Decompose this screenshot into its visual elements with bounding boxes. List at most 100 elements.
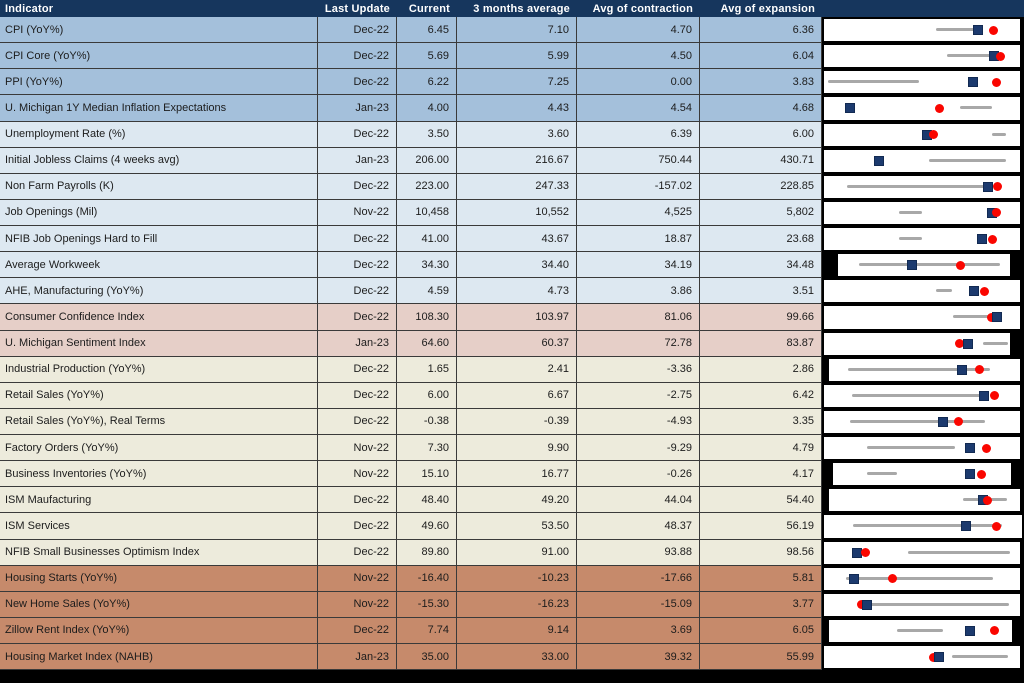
- cell-avg-contraction[interactable]: -3.36: [577, 356, 700, 383]
- cell-current[interactable]: 3.50: [397, 121, 457, 148]
- cell-current[interactable]: -16.40: [397, 565, 457, 592]
- cell-avg-expansion[interactable]: 6.00: [700, 121, 822, 148]
- cell-avg-contraction[interactable]: 4.54: [577, 95, 700, 122]
- cell-3m-average[interactable]: 91.00: [457, 539, 577, 566]
- cell-avg-expansion[interactable]: 228.85: [700, 173, 822, 200]
- cell-last-update[interactable]: Dec-22: [318, 69, 397, 96]
- cell-current[interactable]: 6.00: [397, 382, 457, 409]
- cell-last-update[interactable]: Dec-22: [318, 304, 397, 331]
- cell-3m-average[interactable]: 2.41: [457, 356, 577, 383]
- cell-indicator[interactable]: NFIB Job Openings Hard to Fill: [0, 226, 318, 253]
- cell-current[interactable]: 6.45: [397, 17, 457, 44]
- cell-avg-expansion[interactable]: 6.42: [700, 382, 822, 409]
- cell-avg-contraction[interactable]: 3.69: [577, 617, 700, 644]
- cell-3m-average[interactable]: 34.40: [457, 252, 577, 279]
- cell-indicator[interactable]: Housing Market Index (NAHB): [0, 644, 318, 671]
- cell-avg-expansion[interactable]: 6.05: [700, 617, 822, 644]
- cell-avg-contraction[interactable]: 48.37: [577, 513, 700, 540]
- cell-3m-average[interactable]: 9.14: [457, 617, 577, 644]
- cell-avg-contraction[interactable]: -9.29: [577, 435, 700, 462]
- cell-avg-expansion[interactable]: 54.40: [700, 487, 822, 514]
- cell-3m-average[interactable]: -10.23: [457, 565, 577, 592]
- cell-avg-contraction[interactable]: 4,525: [577, 199, 700, 226]
- cell-current[interactable]: 48.40: [397, 487, 457, 514]
- cell-last-update[interactable]: Dec-22: [318, 43, 397, 70]
- cell-avg-expansion[interactable]: 6.36: [700, 17, 822, 44]
- cell-3m-average[interactable]: 60.37: [457, 330, 577, 357]
- cell-avg-contraction[interactable]: 0.00: [577, 69, 700, 96]
- cell-current[interactable]: -0.38: [397, 408, 457, 435]
- cell-avg-contraction[interactable]: 81.06: [577, 304, 700, 331]
- cell-3m-average[interactable]: 10,552: [457, 199, 577, 226]
- cell-3m-average[interactable]: 53.50: [457, 513, 577, 540]
- cell-avg-contraction[interactable]: 39.32: [577, 644, 700, 671]
- header-avg-contraction[interactable]: Avg of contraction: [592, 2, 693, 15]
- cell-current[interactable]: 6.22: [397, 69, 457, 96]
- cell-avg-contraction[interactable]: -157.02: [577, 173, 700, 200]
- cell-current[interactable]: 223.00: [397, 173, 457, 200]
- cell-indicator[interactable]: Average Workweek: [0, 252, 318, 279]
- cell-3m-average[interactable]: 49.20: [457, 487, 577, 514]
- cell-last-update[interactable]: Jan-23: [318, 330, 397, 357]
- cell-3m-average[interactable]: 33.00: [457, 644, 577, 671]
- cell-avg-expansion[interactable]: 430.71: [700, 147, 822, 174]
- cell-last-update[interactable]: Jan-23: [318, 147, 397, 174]
- cell-avg-contraction[interactable]: -15.09: [577, 591, 700, 618]
- cell-avg-expansion[interactable]: 4.79: [700, 435, 822, 462]
- cell-avg-contraction[interactable]: -17.66: [577, 565, 700, 592]
- cell-3m-average[interactable]: 216.67: [457, 147, 577, 174]
- cell-last-update[interactable]: Dec-22: [318, 278, 397, 305]
- cell-indicator[interactable]: Job Openings (Mil): [0, 199, 318, 226]
- cell-avg-expansion[interactable]: 23.68: [700, 226, 822, 253]
- cell-last-update[interactable]: Dec-22: [318, 226, 397, 253]
- cell-last-update[interactable]: Dec-22: [318, 356, 397, 383]
- cell-avg-contraction[interactable]: 34.19: [577, 252, 700, 279]
- cell-current[interactable]: 5.69: [397, 43, 457, 70]
- cell-3m-average[interactable]: 247.33: [457, 173, 577, 200]
- cell-last-update[interactable]: Dec-22: [318, 617, 397, 644]
- cell-current[interactable]: 15.10: [397, 461, 457, 488]
- cell-last-update[interactable]: Jan-23: [318, 95, 397, 122]
- cell-avg-expansion[interactable]: 98.56: [700, 539, 822, 566]
- cell-3m-average[interactable]: 3.60: [457, 121, 577, 148]
- cell-3m-average[interactable]: 7.25: [457, 69, 577, 96]
- cell-current[interactable]: 7.74: [397, 617, 457, 644]
- cell-current[interactable]: 108.30: [397, 304, 457, 331]
- cell-current[interactable]: 10,458: [397, 199, 457, 226]
- cell-last-update[interactable]: Dec-22: [318, 173, 397, 200]
- cell-last-update[interactable]: Dec-22: [318, 252, 397, 279]
- cell-avg-expansion[interactable]: 5,802: [700, 199, 822, 226]
- cell-indicator[interactable]: Factory Orders (YoY%): [0, 435, 318, 462]
- cell-3m-average[interactable]: -0.39: [457, 408, 577, 435]
- cell-indicator[interactable]: ISM Services: [0, 513, 318, 540]
- cell-avg-expansion[interactable]: 3.77: [700, 591, 822, 618]
- cell-avg-contraction[interactable]: -4.93: [577, 408, 700, 435]
- cell-avg-expansion[interactable]: 99.66: [700, 304, 822, 331]
- cell-indicator[interactable]: Industrial Production (YoY%): [0, 356, 318, 383]
- cell-indicator[interactable]: Consumer Confidence Index: [0, 304, 318, 331]
- cell-last-update[interactable]: Nov-22: [318, 461, 397, 488]
- cell-avg-contraction[interactable]: 3.86: [577, 278, 700, 305]
- cell-current[interactable]: 34.30: [397, 252, 457, 279]
- cell-last-update[interactable]: Nov-22: [318, 199, 397, 226]
- cell-current[interactable]: 1.65: [397, 356, 457, 383]
- cell-indicator[interactable]: AHE, Manufacturing (YoY%): [0, 278, 318, 305]
- cell-last-update[interactable]: Nov-22: [318, 565, 397, 592]
- cell-indicator[interactable]: NFIB Small Businesses Optimism Index: [0, 539, 318, 566]
- cell-last-update[interactable]: Jan-23: [318, 644, 397, 671]
- cell-current[interactable]: 7.30: [397, 435, 457, 462]
- cell-avg-expansion[interactable]: 3.35: [700, 408, 822, 435]
- cell-indicator[interactable]: Initial Jobless Claims (4 weeks avg): [0, 147, 318, 174]
- header-current[interactable]: Current: [408, 2, 450, 15]
- cell-avg-contraction[interactable]: 6.39: [577, 121, 700, 148]
- cell-current[interactable]: 49.60: [397, 513, 457, 540]
- cell-indicator[interactable]: Retail Sales (YoY%): [0, 382, 318, 409]
- cell-3m-average[interactable]: -16.23: [457, 591, 577, 618]
- cell-avg-contraction[interactable]: 18.87: [577, 226, 700, 253]
- cell-current[interactable]: 41.00: [397, 226, 457, 253]
- cell-3m-average[interactable]: 9.90: [457, 435, 577, 462]
- cell-current[interactable]: 89.80: [397, 539, 457, 566]
- cell-avg-contraction[interactable]: 93.88: [577, 539, 700, 566]
- cell-avg-contraction[interactable]: -0.26: [577, 461, 700, 488]
- cell-3m-average[interactable]: 5.99: [457, 43, 577, 70]
